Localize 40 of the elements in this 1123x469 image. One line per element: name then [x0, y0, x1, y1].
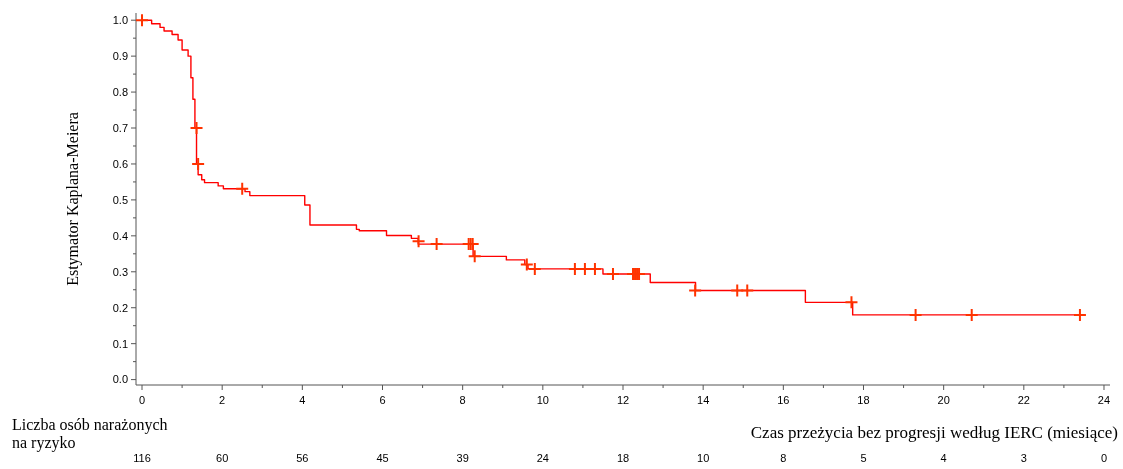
text: 56 — [296, 452, 309, 464]
text: 45 — [376, 452, 389, 464]
x-tick-label: 24 — [1097, 394, 1111, 406]
text: 18 — [616, 452, 630, 464]
y-axis-title: Estymator Kaplana-Meiera — [64, 112, 82, 286]
x-tick-label: 12 — [616, 394, 630, 406]
x-tick-label: 8 — [459, 394, 466, 406]
y-tick-label: 0.6 — [112, 157, 128, 170]
y-tick-label: 0.2 — [112, 301, 128, 314]
y-tick-label: 0.0 — [112, 373, 128, 386]
text: Liczba osób narażonych na ryzyko — [12, 416, 168, 452]
text: 8 — [780, 452, 787, 464]
text: 3 — [1020, 452, 1027, 464]
y-tick-label: 0.4 — [112, 229, 128, 242]
x-tick-label: 6 — [379, 394, 386, 406]
text: 5 — [860, 452, 867, 464]
text: 0 — [1100, 452, 1108, 464]
x-tick-label: 22 — [1017, 394, 1030, 406]
text: 116 — [133, 452, 151, 464]
y-tick-label: 0.8 — [112, 85, 128, 98]
y-tick-label: 1.0 — [112, 14, 128, 27]
y-tick-label: 0.5 — [112, 193, 128, 206]
y-tick-label: 0.9 — [112, 49, 128, 62]
x-tick-label: 20 — [937, 394, 950, 406]
y-tick-label: 0.7 — [112, 121, 128, 134]
text: 39 — [456, 452, 469, 464]
text: 10 — [697, 452, 710, 464]
x-tick-label: 16 — [777, 394, 790, 406]
x-axis-title: Czas przeżycia bez progresji według IERC (miesiące) — [750, 423, 1118, 442]
y-tick-label: 0.3 — [112, 265, 128, 278]
text: 24 — [536, 452, 549, 464]
x-tick-label: 4 — [299, 394, 306, 406]
text: 60 — [216, 452, 229, 464]
text: 4 — [940, 452, 947, 464]
x-tick-label: 0 — [138, 394, 146, 406]
x-tick-label: 2 — [219, 394, 226, 406]
x-tick-label: 18 — [857, 394, 870, 406]
y-tick-label: 0.1 — [112, 337, 128, 350]
x-tick-label: 10 — [536, 394, 549, 406]
x-tick-label: 14 — [697, 394, 710, 406]
